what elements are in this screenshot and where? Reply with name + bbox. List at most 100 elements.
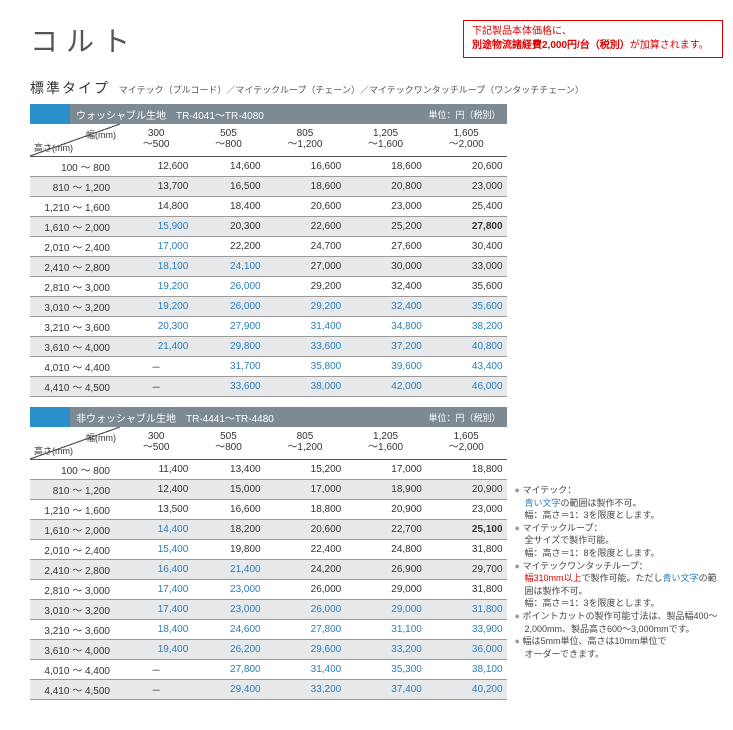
header-stripe	[30, 407, 70, 427]
price-cell: 40,200	[426, 680, 507, 700]
col-header: 505～800	[192, 124, 264, 157]
col-header: 505～800	[192, 427, 264, 460]
price-cell: 15,900	[120, 217, 192, 237]
price-cell: －	[120, 357, 192, 377]
table-row: 1,610 ～ 2,00015,90020,30022,60025,20027,…	[30, 217, 507, 237]
unit-label: 単位：円（税別）	[429, 407, 507, 427]
subtitle-row: 標準タイプ マイテック（プルコード）／マイテックループ（チェーン）／マイテックワ…	[30, 78, 723, 98]
corner-cell: 幅(mm)高さ(mm)	[30, 124, 120, 157]
price-cell: 22,600	[265, 217, 346, 237]
table-row: 4,010 ～ 4,400－27,80031,40035,30038,100	[30, 660, 507, 680]
price-cell: 38,000	[265, 377, 346, 397]
price-cell: 21,400	[192, 560, 264, 580]
price-cell: 37,400	[345, 680, 426, 700]
price-cell: 31,400	[265, 660, 346, 680]
table-row: 2,410 ～ 2,80018,10024,10027,00030,00033,…	[30, 257, 507, 277]
table-row: 3,010 ～ 3,20017,40023,00026,00029,00031,…	[30, 600, 507, 620]
price-cell: 42,000	[345, 377, 426, 397]
price-cell: 31,100	[345, 620, 426, 640]
price-cell: 43,400	[426, 357, 507, 377]
price-cell: 27,800	[426, 217, 507, 237]
col-header: 300～500	[120, 124, 192, 157]
price-cell: 27,900	[192, 317, 264, 337]
row-header: 4,010 ～ 4,400	[30, 660, 120, 680]
row-header: 3,610 ～ 4,000	[30, 640, 120, 660]
row-header: 2,410 ～ 2,800	[30, 257, 120, 277]
price-cell: 11,400	[120, 460, 192, 480]
row-header: 2,810 ～ 3,000	[30, 277, 120, 297]
price-cell: 16,600	[265, 157, 346, 177]
price-cell: 30,000	[345, 257, 426, 277]
row-header: 3,610 ～ 4,000	[30, 337, 120, 357]
unit-label: 単位：円（税別）	[429, 104, 507, 124]
price-cell: 13,400	[192, 460, 264, 480]
price-cell: 29,000	[345, 580, 426, 600]
row-header: 3,210 ～ 3,600	[30, 317, 120, 337]
price-cell: 24,200	[265, 560, 346, 580]
table-row: 810 ～ 1,20012,40015,00017,00018,90020,90…	[30, 480, 507, 500]
row-header: 1,610 ～ 2,000	[30, 520, 120, 540]
price-cell: 20,800	[345, 177, 426, 197]
table-row: 2,010 ～ 2,40015,40019,80022,40024,80031,…	[30, 540, 507, 560]
price-cell: 26,000	[192, 277, 264, 297]
note-item: マイテックループ：	[515, 522, 723, 535]
price-cell: 37,200	[345, 337, 426, 357]
price-cell: －	[120, 680, 192, 700]
table-row: 1,210 ～ 1,60013,50016,60018,80020,90023,…	[30, 500, 507, 520]
price-cell: 31,400	[265, 317, 346, 337]
price-cell: 14,800	[120, 197, 192, 217]
price-cell: 23,000	[426, 177, 507, 197]
table-row: 3,210 ～ 3,60020,30027,90031,40034,80038,…	[30, 317, 507, 337]
price-cell: 23,000	[426, 500, 507, 520]
table-row: 3,210 ～ 3,60018,40024,60027,80031,10033,…	[30, 620, 507, 640]
price-cell: 24,800	[345, 540, 426, 560]
price-cell: 25,400	[426, 197, 507, 217]
price-cell: 26,000	[265, 600, 346, 620]
notes-list: マイテック：青い文字の範囲は製作不可。幅：高さ＝1：3を限度とします。マイテック…	[515, 484, 723, 660]
table-row: 1,610 ～ 2,00014,40018,20020,60022,70025,…	[30, 520, 507, 540]
price-cell: －	[120, 377, 192, 397]
price-cell: 35,600	[426, 277, 507, 297]
price-cell: 35,800	[265, 357, 346, 377]
row-header: 1,610 ～ 2,000	[30, 217, 120, 237]
note-item: オーダーできます。	[515, 648, 723, 661]
price-cell: 46,000	[426, 377, 507, 397]
price-cell: 17,000	[345, 460, 426, 480]
price-cell: 15,000	[192, 480, 264, 500]
price-cell: 14,400	[120, 520, 192, 540]
price-cell: 19,400	[120, 640, 192, 660]
note-item: 幅310mm以上で製作可能。ただし青い文字の範	[515, 572, 723, 585]
price-cell: 18,400	[192, 197, 264, 217]
price-cell: 32,400	[345, 277, 426, 297]
price-cell: 23,000	[192, 600, 264, 620]
note-item: 幅：高さ＝1：3を限度とします。	[515, 509, 723, 522]
price-cell: 33,600	[265, 337, 346, 357]
price-cell: 17,400	[120, 600, 192, 620]
price-cell: 35,600	[426, 297, 507, 317]
price-cell: 26,200	[192, 640, 264, 660]
note-item: マイテックワンタッチループ：	[515, 560, 723, 573]
price-cell: 16,500	[192, 177, 264, 197]
price-cell: 16,400	[120, 560, 192, 580]
price-table: 幅(mm)高さ(mm)300～500505～800805～1,2001,205～…	[30, 124, 507, 397]
col-header: 1,605～2,000	[426, 124, 507, 157]
row-header: 1,210 ～ 1,600	[30, 197, 120, 217]
page-title: コルト	[30, 20, 138, 60]
price-cell: 31,700	[192, 357, 264, 377]
notes-column: マイテック：青い文字の範囲は製作不可。幅：高さ＝1：3を限度とします。マイテック…	[515, 104, 723, 660]
table-washable: ウォッシャブル生地 TR-4041～TR-4080単位：円（税別）幅(mm)高さ…	[30, 104, 507, 397]
price-cell: 25,100	[426, 520, 507, 540]
row-header: 2,410 ～ 2,800	[30, 560, 120, 580]
price-cell: 12,600	[120, 157, 192, 177]
subtitle-note: マイテック（プルコード）／マイテックループ（チェーン）／マイテックワンタッチルー…	[119, 85, 584, 95]
price-cell: 33,600	[192, 377, 264, 397]
price-cell: 21,400	[120, 337, 192, 357]
row-header: 4,410 ～ 4,500	[30, 680, 120, 700]
price-cell: 24,600	[192, 620, 264, 640]
price-cell: 18,800	[426, 460, 507, 480]
price-cell: 29,000	[345, 600, 426, 620]
price-cell: 24,100	[192, 257, 264, 277]
table-row: 100 ～ 80012,60014,60016,60018,60020,600	[30, 157, 507, 177]
price-cell: 39,600	[345, 357, 426, 377]
table-nonwashable: 非ウォッシャブル生地 TR-4441～TR-4480単位：円（税別）幅(mm)高…	[30, 407, 507, 700]
